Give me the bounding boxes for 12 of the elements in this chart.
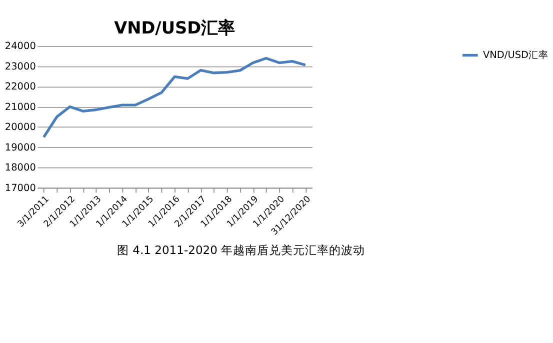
y-tick-label: 19000 — [4, 142, 36, 154]
caption: 图 4.1 2011-2020 年越南盾兑美元汇率的波动 — [117, 243, 366, 258]
y-tick-label: 17000 — [4, 182, 36, 194]
y-tick-label: 21000 — [4, 102, 36, 113]
chart-title: VND/USD汇率 — [114, 18, 236, 38]
y-tick-label: 23000 — [4, 61, 36, 72]
y-tick-label: 24000 — [4, 41, 36, 52]
y-tick-label: 22000 — [4, 82, 36, 93]
line-series — [42, 56, 307, 138]
legend-label: VND/USD汇率 — [482, 48, 549, 61]
y-tick-label: 20000 — [4, 122, 36, 134]
y-tick-label: 18000 — [4, 162, 36, 174]
